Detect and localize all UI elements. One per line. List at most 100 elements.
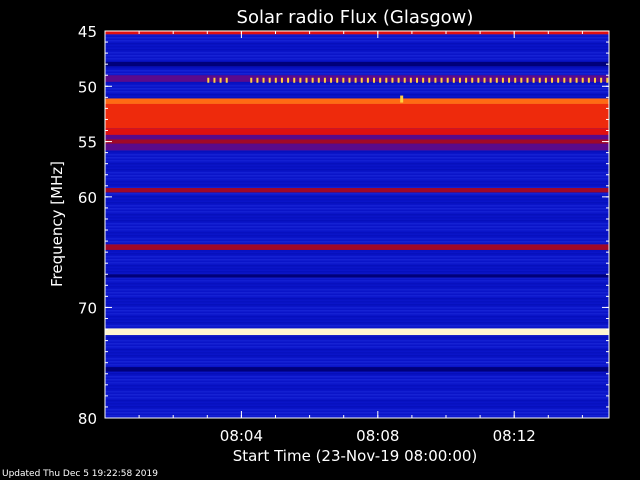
texture-line (105, 397, 609, 399)
texture-line (105, 217, 609, 219)
texture-line (105, 94, 609, 96)
intermittent-signal (495, 77, 498, 83)
texture-line (105, 313, 609, 315)
texture-line (105, 301, 609, 303)
intermittent-signal (336, 77, 339, 83)
texture-line (105, 304, 609, 306)
intermittent-signal (508, 77, 511, 83)
intermittent-signal (225, 77, 228, 83)
texture-line (105, 46, 609, 48)
texture-line (105, 388, 609, 390)
intermittent-signal (446, 77, 449, 83)
texture-line (105, 277, 609, 279)
intermittent-signal (385, 77, 388, 83)
intermittent-signal (477, 77, 480, 83)
intermittent-signal (409, 77, 412, 83)
intermittent-signal (532, 77, 535, 83)
texture-line (105, 211, 609, 213)
texture-line (105, 37, 609, 39)
intermittent-signal (250, 77, 253, 83)
chart-title: Solar radio Flux (Glasgow) (237, 7, 474, 28)
intermittent-signal (593, 77, 596, 83)
texture-line (105, 343, 609, 345)
texture-line (105, 319, 609, 321)
texture-line (105, 352, 609, 354)
texture-line (105, 256, 609, 258)
frequency-band (105, 75, 609, 82)
intermittent-signal (600, 77, 603, 83)
y-tick-label: 80 (78, 410, 97, 428)
texture-line (105, 196, 609, 198)
intermittent-signal (348, 77, 351, 83)
texture-line (105, 316, 609, 318)
texture-line (105, 289, 609, 291)
intermittent-signal (581, 77, 584, 83)
texture-line (105, 391, 609, 393)
intermittent-signal (287, 77, 290, 83)
texture-line (105, 310, 609, 312)
texture-line (105, 85, 609, 87)
background-texture (105, 31, 609, 417)
x-tick-label: 08:04 (220, 427, 263, 445)
texture-line (105, 268, 609, 270)
texture-line (105, 253, 609, 255)
intermittent-signal (538, 77, 541, 83)
texture-line (105, 58, 609, 60)
intermittent-signal (311, 77, 314, 83)
texture-line (105, 394, 609, 396)
intermittent-signal (551, 77, 554, 83)
texture-line (105, 238, 609, 240)
intermittent-signal (458, 77, 461, 83)
intermittent-signal (323, 77, 326, 83)
y-tick-label: 50 (78, 78, 97, 96)
texture-line (105, 232, 609, 234)
intermittent-signal (465, 77, 468, 83)
texture-line (105, 226, 609, 228)
frequency-band (105, 274, 609, 278)
texture-line (105, 361, 609, 363)
texture-line (105, 406, 609, 408)
intermittent-signal (397, 77, 400, 83)
texture-line (105, 286, 609, 288)
texture-line (105, 202, 609, 204)
texture-line (105, 229, 609, 231)
intermittent-signal (317, 77, 320, 83)
texture-line (105, 61, 609, 63)
texture-line (105, 349, 609, 351)
intermittent-signal (415, 77, 418, 83)
texture-line (105, 265, 609, 267)
intermittent-signal (262, 77, 265, 83)
texture-line (105, 307, 609, 309)
y-tick-label: 55 (78, 134, 97, 152)
texture-line (105, 82, 609, 84)
texture-line (105, 382, 609, 384)
texture-line (105, 214, 609, 216)
intermittent-signal (575, 77, 578, 83)
texture-line (105, 355, 609, 357)
texture-line (105, 358, 609, 360)
texture-line (105, 400, 609, 402)
intermittent-signal (213, 77, 216, 83)
intermittent-signal (569, 77, 572, 83)
texture-line (105, 295, 609, 297)
texture-line (105, 43, 609, 45)
plot-area (104, 30, 610, 419)
texture-line (105, 70, 609, 72)
intermittent-signal (360, 77, 363, 83)
intermittent-signal (428, 77, 431, 83)
intermittent-signal (207, 77, 210, 83)
intermittent-signal (514, 77, 517, 83)
texture-line (105, 52, 609, 54)
texture-line (105, 55, 609, 57)
intermittent-signal (379, 77, 382, 83)
texture-line (105, 172, 609, 174)
texture-line (105, 385, 609, 387)
texture-line (105, 262, 609, 264)
intermittent-signal (330, 77, 333, 83)
plot-frame (104, 30, 610, 419)
texture-line (105, 292, 609, 294)
frequency-band (105, 61, 609, 67)
texture-line (105, 340, 609, 342)
texture-line (105, 88, 609, 90)
